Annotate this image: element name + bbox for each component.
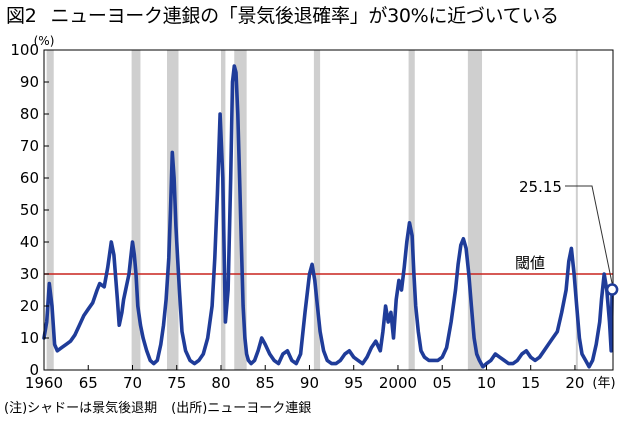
y-tick-label: 80: [20, 105, 39, 123]
title-text: ニューヨーク連銀の「景気後退確率」が30%に近づいている: [50, 5, 560, 27]
x-tick-label: 75: [167, 374, 186, 392]
recession-shading-group: [46, 50, 578, 370]
y-tick-label: 30: [20, 265, 39, 283]
x-tick-label: 20: [565, 374, 584, 392]
y-tick-label: 0: [29, 361, 39, 379]
plot-frame: [43, 49, 614, 371]
x-tick-label: 10: [477, 374, 496, 392]
x-tick-label: 70: [123, 374, 142, 392]
axes-group: 0 10 20 30 40 50 60 70 80 90 100(%) 1960 65 70 75 80 85 9…: [10, 34, 615, 392]
series-group: [42, 64, 614, 369]
x-tick-label: 2000: [379, 374, 417, 392]
recession-shade: [408, 50, 415, 370]
latest-leader-line: [565, 185, 613, 284]
recession-shade: [46, 50, 54, 370]
y-unit-label: (%): [34, 34, 55, 48]
annotation-group: 25.15: [519, 178, 619, 296]
x-tick-label: 65: [79, 374, 98, 392]
footnote: (注)シャドーは景気後退期 (出所)ニューヨーク連銀: [4, 400, 311, 418]
series-line: [42, 64, 614, 369]
y-tick-label: 50: [20, 201, 39, 219]
latest-point-marker: [605, 283, 619, 296]
recession-shade: [167, 50, 179, 370]
threshold-label: 閾値: [515, 254, 545, 272]
y-tick-label: 40: [20, 233, 39, 251]
chart-title: 図2 ニューヨーク連銀の「景気後退確率」が30%に近づいている: [6, 4, 559, 28]
latest-value-label: 25.15: [519, 178, 562, 196]
x-tick-label: 80: [211, 374, 230, 392]
recession-shade: [313, 50, 321, 370]
y-tick-label: 70: [20, 137, 39, 155]
footnote-note: (注)シャドーは景気後退期: [4, 401, 158, 416]
x-tick-label: 90: [300, 374, 319, 392]
x-tick-label: 1960: [25, 374, 63, 392]
y-tick-label: 20: [20, 297, 39, 315]
y-tick-label: 90: [20, 73, 39, 91]
x-unit-label: (年): [592, 376, 615, 391]
x-tick-label: 95: [344, 374, 363, 392]
figure-number: 図2: [6, 5, 37, 27]
recession-shade: [467, 50, 483, 370]
threshold-group: 閾値: [44, 254, 613, 275]
y-tick-label: 60: [20, 169, 39, 187]
footnote-source: (出所)ニューヨーク連銀: [171, 401, 312, 416]
x-tick-label: 15: [521, 374, 540, 392]
x-tick-label: 85: [256, 374, 275, 392]
x-tick-label: 05: [433, 374, 452, 392]
y-tick-label: 100: [10, 41, 39, 59]
recession-shade: [131, 50, 141, 370]
recession-shade: [575, 50, 578, 370]
y-tick-label: 10: [20, 329, 39, 347]
